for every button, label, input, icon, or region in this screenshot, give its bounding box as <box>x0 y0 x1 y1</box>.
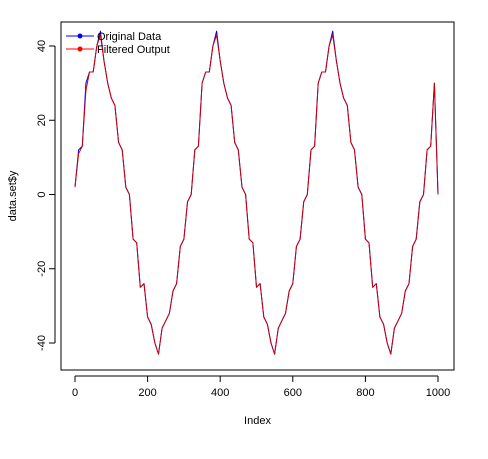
y-tick-label: 0 <box>36 191 48 197</box>
y-tick-label: 20 <box>36 114 48 126</box>
legend-marker-filtered <box>77 46 83 52</box>
x-tick-label: 400 <box>211 387 229 399</box>
legend: Original Data Filtered Output <box>66 31 170 56</box>
legend-entry-original: Original Data <box>66 31 162 43</box>
x-axis: 0 200 400 600 800 1000 <box>72 375 450 399</box>
x-tick-label: 0 <box>72 387 78 399</box>
x-tick-label: 200 <box>138 387 156 399</box>
legend-label-filtered: Filtered Output <box>97 44 170 56</box>
y-tick-label: -40 <box>36 335 48 351</box>
x-tick-label: 600 <box>284 387 302 399</box>
plot-frame <box>60 21 455 371</box>
legend-label-original: Original Data <box>97 31 162 43</box>
y-axis: -40 -20 0 20 40 <box>36 40 56 351</box>
series-line-original <box>74 30 439 355</box>
x-tick-label: 800 <box>356 387 374 399</box>
plot-area <box>60 21 455 371</box>
legend-entry-filtered: Filtered Output <box>66 44 170 56</box>
y-tick-label: -20 <box>36 261 48 277</box>
x-axis-label: Index <box>244 415 271 427</box>
y-axis-label: data.set$y <box>7 170 19 221</box>
x-tick-label: 1000 <box>426 387 450 399</box>
series-layer <box>74 30 439 355</box>
y-tick-label: 40 <box>36 40 48 52</box>
legend-marker-original <box>77 33 83 39</box>
series-line-filtered <box>74 34 439 355</box>
